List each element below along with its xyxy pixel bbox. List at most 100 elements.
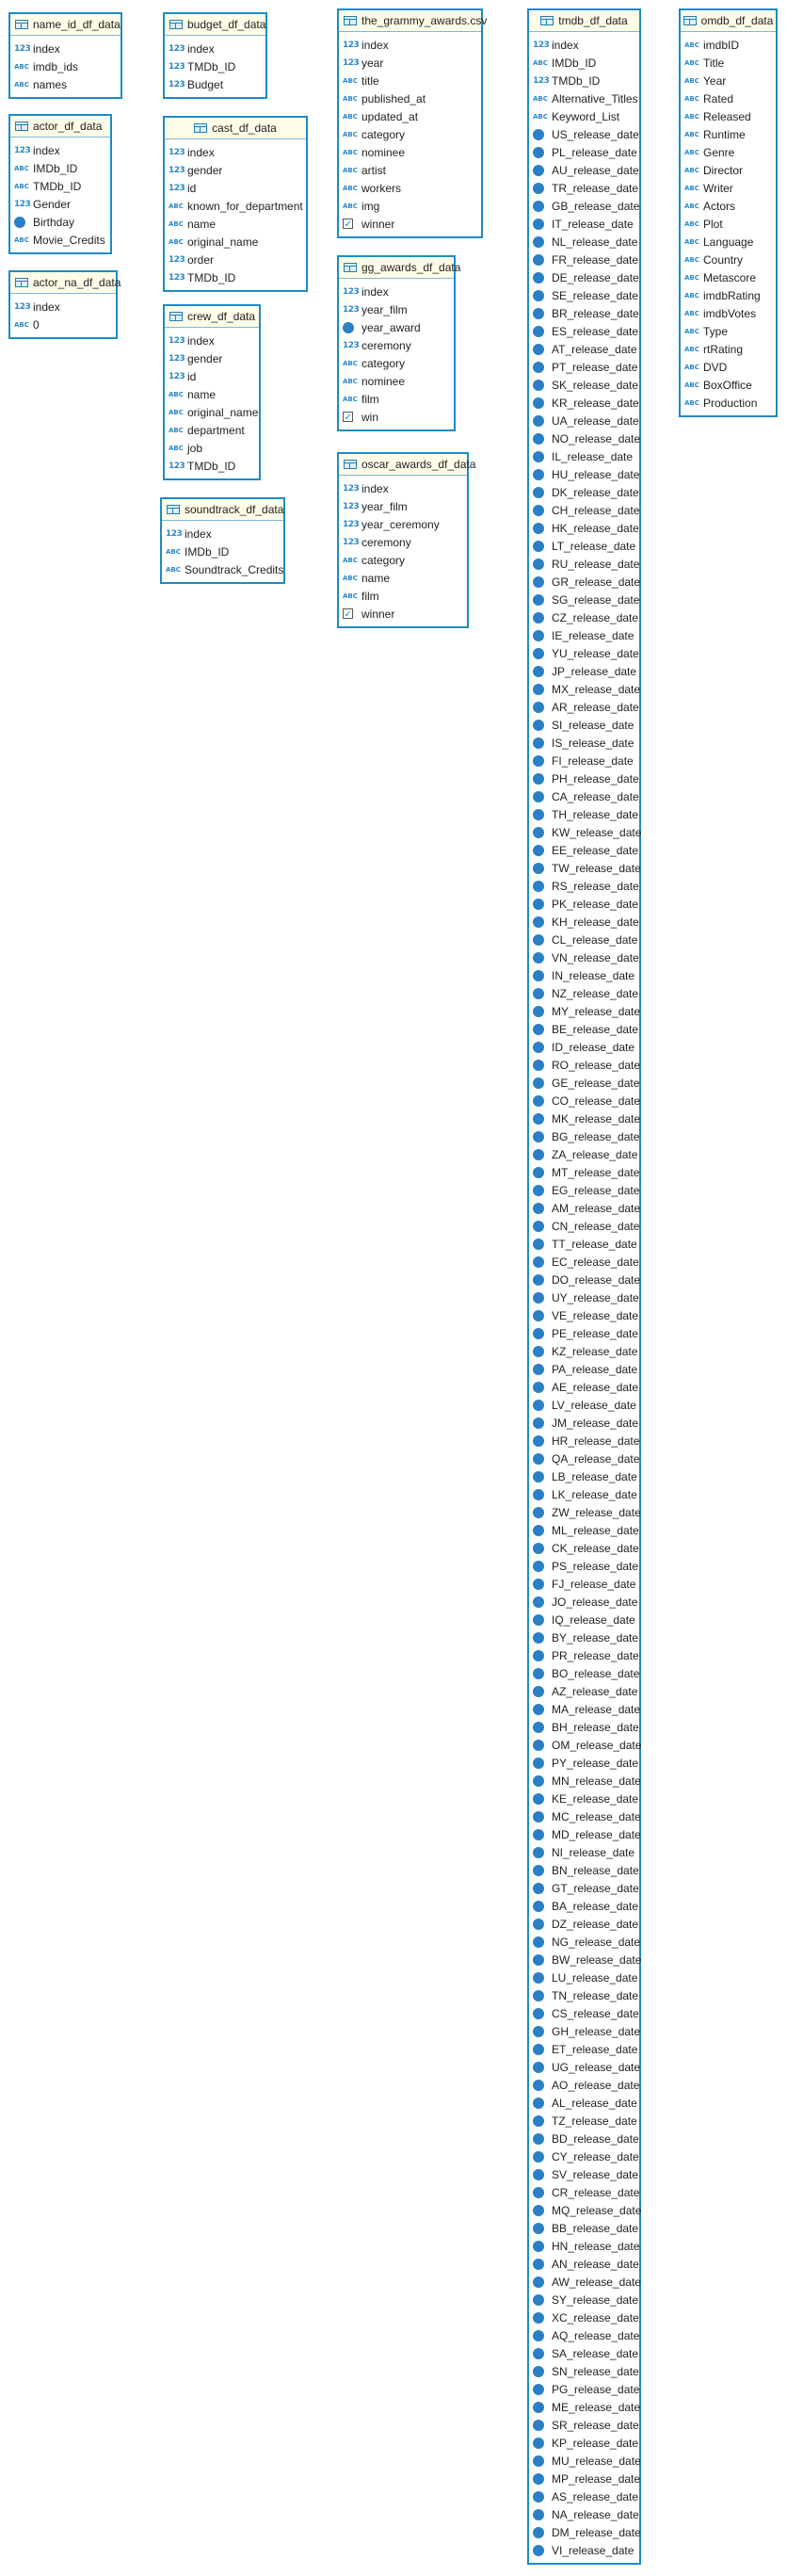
column-row[interactable]: KP_release_date xyxy=(529,2434,639,2452)
column-row[interactable]: ABC name xyxy=(165,215,306,233)
column-row[interactable]: EG_release_date xyxy=(529,1181,639,1199)
column-row[interactable]: ABC BoxOffice xyxy=(681,376,776,394)
column-row[interactable]: 123 year_film xyxy=(339,300,454,318)
column-row[interactable]: Birthday xyxy=(10,213,110,231)
column-row[interactable]: ABC nominee xyxy=(339,143,481,161)
column-row[interactable]: FI_release_date xyxy=(529,752,639,770)
column-row[interactable]: MY_release_date xyxy=(529,1002,640,1020)
column-row[interactable]: MX_release_date xyxy=(529,680,640,698)
column-row[interactable]: VE_release_date xyxy=(529,1306,639,1324)
column-row[interactable]: SA_release_date xyxy=(529,2344,639,2362)
entity-gg-awards-df-data[interactable]: gg_awards_df_data 123 index 123 year_film yea… xyxy=(337,255,460,431)
column-row[interactable]: AU_release_date xyxy=(529,161,639,179)
column-row[interactable]: BR_release_date xyxy=(529,304,639,322)
entity-tmdb-df-data[interactable]: tmdb_df_data 123 index ABC IMDb_ID 123 TMDb_ID… xyxy=(527,8,641,2565)
column-row[interactable]: NL_release_date xyxy=(529,233,639,251)
column-row[interactable]: 123 index xyxy=(339,36,481,54)
entity-header[interactable]: tmdb_df_data xyxy=(529,10,639,32)
column-row[interactable]: win xyxy=(339,408,454,426)
column-row[interactable]: ABC img xyxy=(339,197,481,215)
column-row[interactable]: PY_release_date xyxy=(529,1754,639,1772)
column-row[interactable]: BE_release_date xyxy=(529,1020,639,1038)
column-row[interactable]: PE_release_date xyxy=(529,1324,639,1342)
column-row[interactable]: ZA_release_date xyxy=(529,1145,639,1163)
column-row[interactable]: GH_release_date xyxy=(529,2022,640,2040)
column-row[interactable]: 123 TMDb_ID xyxy=(529,72,639,89)
column-row[interactable]: UA_release_date xyxy=(529,412,639,429)
column-row[interactable]: HU_release_date xyxy=(529,465,639,483)
entity-cast-df-data[interactable]: cast_df_data 123 index 123 gender 123 id ABC kno… xyxy=(163,116,308,292)
column-row[interactable]: DM_release_date xyxy=(529,2523,641,2541)
column-row[interactable]: IQ_release_date xyxy=(529,1611,639,1628)
column-row[interactable]: AZ_release_date xyxy=(529,1682,639,1700)
column-row[interactable]: NO_release_date xyxy=(529,429,640,447)
entity-soundtrack-df-data[interactable]: soundtrack_df_data 123 index ABC IMDb_ID ABC S… xyxy=(160,497,285,584)
column-row[interactable]: HN_release_date xyxy=(529,2237,639,2255)
column-row[interactable]: BA_release_date xyxy=(529,1897,639,1915)
column-row[interactable]: AE_release_date xyxy=(529,1378,639,1396)
column-row[interactable]: 123 index xyxy=(162,525,283,543)
column-row[interactable]: ABC category xyxy=(339,125,481,143)
column-row[interactable]: ABC Runtime xyxy=(681,125,776,143)
column-row[interactable]: ABC Year xyxy=(681,72,776,89)
column-row[interactable]: 123 TMDb_ID xyxy=(165,57,265,75)
column-row[interactable]: DO_release_date xyxy=(529,1271,640,1288)
entity-header[interactable]: name_id_df_data xyxy=(10,14,120,36)
column-row[interactable]: NI_release_date xyxy=(529,1843,639,1861)
column-row[interactable]: ABC Production xyxy=(681,394,776,412)
column-row[interactable]: winner xyxy=(339,215,481,233)
column-row[interactable]: QA_release_date xyxy=(529,1450,639,1467)
column-row[interactable]: SR_release_date xyxy=(529,2416,639,2434)
column-row[interactable]: ID_release_date xyxy=(529,1038,639,1056)
column-row[interactable]: ABC updated_at xyxy=(339,107,481,125)
column-row[interactable]: CA_release_date xyxy=(529,787,639,805)
column-row[interactable]: SG_release_date xyxy=(529,591,639,608)
column-row[interactable]: ABC published_at xyxy=(339,89,481,107)
column-row[interactable]: year_award xyxy=(339,318,454,336)
column-row[interactable]: KE_release_date xyxy=(529,1790,639,1807)
column-row[interactable]: TZ_release_date xyxy=(529,2112,639,2130)
column-row[interactable]: RO_release_date xyxy=(529,1056,640,1074)
entity-budget-df-data[interactable]: budget_df_data 123 index 123 TMDb_ID 123 Budge… xyxy=(163,12,267,99)
column-row[interactable]: BO_release_date xyxy=(529,1664,639,1682)
column-row[interactable]: FJ_release_date xyxy=(529,1575,639,1593)
entity-name-id-df-data[interactable]: name_id_df_data 123 index ABC imdb_ids ABC nam… xyxy=(8,12,122,99)
column-row[interactable]: MK_release_date xyxy=(529,1110,640,1127)
column-row[interactable]: DZ_release_date xyxy=(529,1915,639,1933)
column-row[interactable]: ABC artist xyxy=(339,161,481,179)
column-row[interactable]: BN_release_date xyxy=(529,1861,639,1879)
column-row[interactable]: 123 ceremony xyxy=(339,336,454,354)
column-row[interactable]: RU_release_date xyxy=(529,555,639,573)
column-row[interactable]: ABC Language xyxy=(681,233,776,251)
column-row[interactable]: SY_release_date xyxy=(529,2291,639,2309)
column-row[interactable]: ABC department xyxy=(165,421,259,439)
column-row[interactable]: ABC DVD xyxy=(681,358,776,376)
column-row[interactable]: HR_release_date xyxy=(529,1432,639,1450)
column-row[interactable]: AS_release_date xyxy=(529,2487,639,2505)
column-row[interactable]: HK_release_date xyxy=(529,519,639,537)
column-row[interactable]: ABC Country xyxy=(681,251,776,268)
column-row[interactable]: ABC name xyxy=(339,569,467,587)
column-row[interactable]: 123 year_ceremony xyxy=(339,515,467,533)
column-row[interactable]: AL_release_date xyxy=(529,2094,639,2112)
column-row[interactable]: CL_release_date xyxy=(529,931,639,948)
column-row[interactable]: 123 index xyxy=(165,40,265,57)
column-row[interactable]: UY_release_date xyxy=(529,1288,639,1306)
column-row[interactable]: 123 year_film xyxy=(339,497,467,515)
column-row[interactable]: ABC Metascore xyxy=(681,268,776,286)
column-row[interactable]: KW_release_date xyxy=(529,823,641,841)
column-row[interactable]: PT_release_date xyxy=(529,358,639,376)
column-row[interactable]: UG_release_date xyxy=(529,2058,640,2076)
column-row[interactable]: 123 id xyxy=(165,367,259,385)
column-row[interactable]: CS_release_date xyxy=(529,2004,639,2022)
column-row[interactable]: ABC Released xyxy=(681,107,776,125)
column-row[interactable]: ABC film xyxy=(339,587,467,605)
entity-header[interactable]: soundtrack_df_data xyxy=(162,499,283,521)
column-row[interactable]: CK_release_date xyxy=(529,1539,639,1557)
column-row[interactable]: CZ_release_date xyxy=(529,608,639,626)
column-row[interactable]: IL_release_date xyxy=(529,447,639,465)
column-row[interactable]: PA_release_date xyxy=(529,1360,639,1378)
column-row[interactable]: TH_release_date xyxy=(529,805,639,823)
column-row[interactable]: AN_release_date xyxy=(529,2255,639,2273)
column-row[interactable]: ABC imdbID xyxy=(681,36,776,54)
